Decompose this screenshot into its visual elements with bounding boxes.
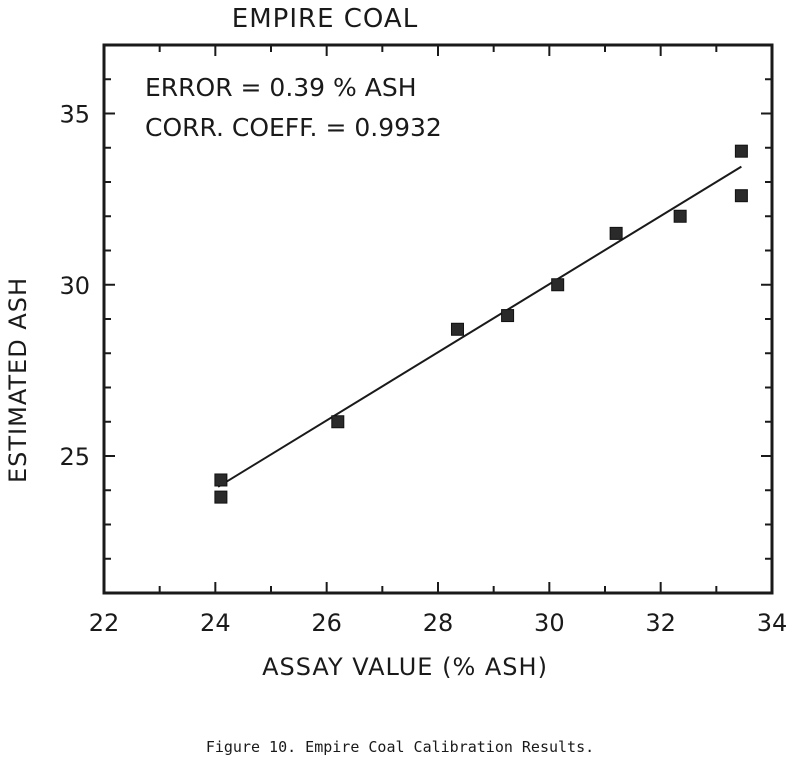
data-point	[673, 209, 687, 223]
regression-line	[217, 165, 742, 488]
y-axis-label: ESTIMATED ASH	[4, 277, 32, 483]
x-tick-label: 30	[534, 609, 565, 637]
y-tick-label: 35	[59, 101, 90, 129]
x-tick-label: 32	[645, 609, 676, 637]
y-tick-label: 25	[59, 443, 90, 471]
minor-ticks	[103, 44, 773, 594]
data-point	[609, 226, 623, 240]
data-point	[450, 322, 464, 336]
scatter-chart: EMPIRE COAL 22 24 26 28 30 32 34 25 30 35 ERROR …	[4, 4, 788, 681]
error-annotation: ERROR = 0.39 % ASH	[145, 73, 417, 102]
data-point	[551, 278, 565, 292]
x-axis-label: ASSAY VALUE (% ASH)	[262, 653, 548, 681]
x-tick-labels: 22 24 26 28 30 32 34	[89, 609, 788, 637]
x-tick-label: 24	[200, 609, 231, 637]
figure-caption: Figure 10. Empire Coal Calibration Resul…	[205, 738, 595, 756]
x-tick-label: 22	[89, 609, 120, 637]
corr-coeff-annotation: CORR. COEFF. = 0.9932	[145, 113, 442, 142]
data-point	[734, 189, 748, 203]
chart-title: EMPIRE COAL	[232, 4, 418, 34]
data-point	[734, 144, 748, 158]
x-tick-label: 28	[423, 609, 454, 637]
y-tick-label: 30	[59, 272, 90, 300]
data-points	[214, 144, 748, 504]
fit-line-group	[217, 165, 742, 488]
data-point	[214, 473, 228, 487]
data-point	[214, 490, 228, 504]
x-tick-label: 26	[311, 609, 342, 637]
data-point	[331, 415, 345, 429]
x-tick-label: 34	[757, 609, 788, 637]
data-point	[501, 309, 515, 323]
y-tick-labels: 25 30 35	[59, 101, 90, 472]
annotations: ERROR = 0.39 % ASH CORR. COEFF. = 0.9932	[145, 73, 442, 142]
